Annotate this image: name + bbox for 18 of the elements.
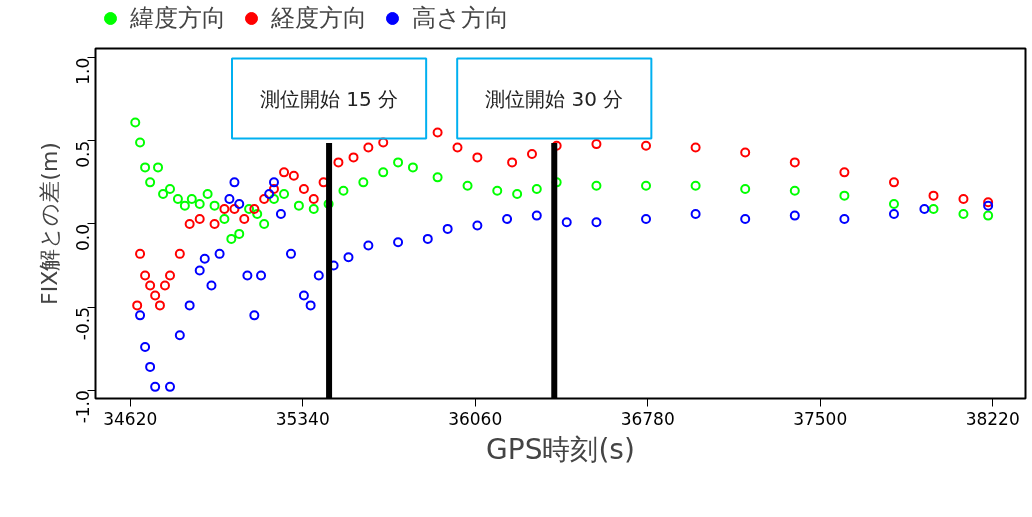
y-axis-title: FIX解との差(m) [36,142,62,305]
legend-label: 経度方向 [271,3,367,34]
x-tick-label: 36780 [620,408,675,429]
ref-line-label: 測位開始 30 分 [485,86,624,111]
x-tick-label: 38220 [965,408,1020,429]
y-tick-label: 1.0 [73,57,93,85]
x-tick-label: 37500 [793,408,848,429]
x-tick-label: 34620 [103,408,158,429]
x-tick-label: 35340 [275,408,330,429]
x-tick-label: 36060 [448,408,503,429]
ref-line-label: 測位開始 15 分 [260,86,399,111]
y-tick-label: 0.0 [73,223,93,251]
y-tick-label: 0.5 [73,140,93,168]
y-tick-label: -1.0 [73,390,93,424]
x-axis-title: GPS時刻(s) [486,432,635,466]
legend-label: 緯度方向 [130,3,226,34]
y-tick-label: -0.5 [73,307,93,341]
legend-label: 高さ方向 [412,3,509,34]
